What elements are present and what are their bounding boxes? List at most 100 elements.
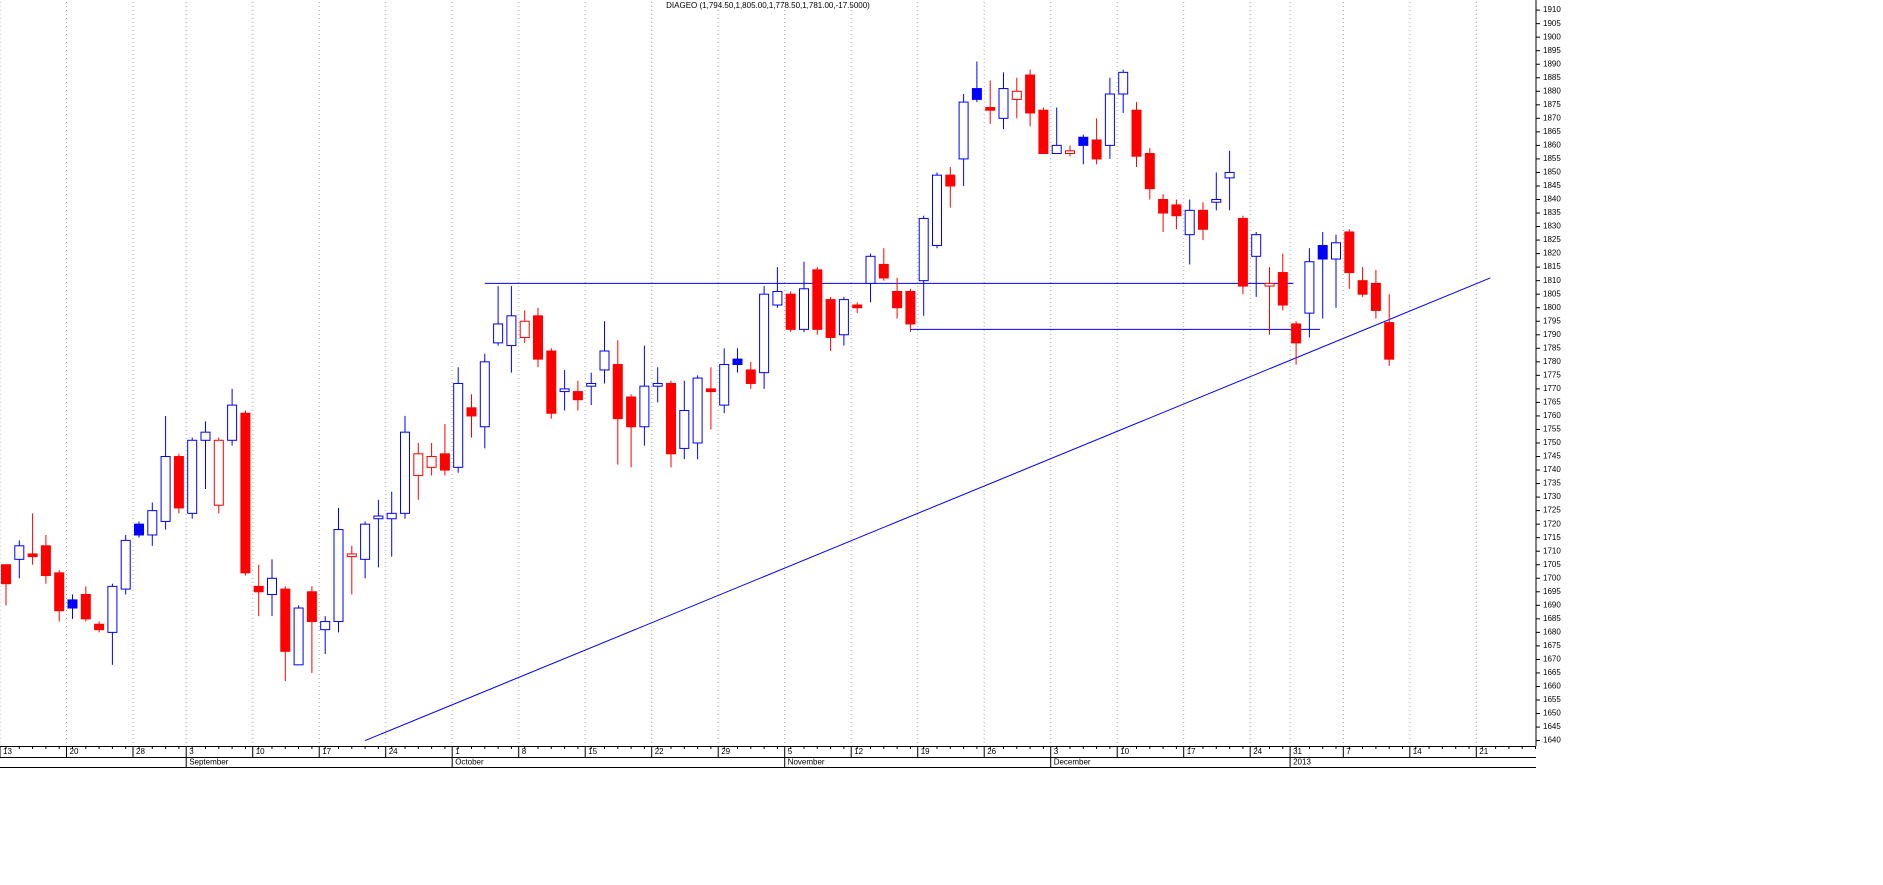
candle-body <box>878 263 889 279</box>
candle-body <box>1131 109 1142 157</box>
y-tick-label: 1700 <box>1543 573 1561 582</box>
candle-body <box>772 290 783 306</box>
month-label: November <box>788 758 825 767</box>
candle-body <box>572 391 583 401</box>
candle-body <box>546 350 557 414</box>
candle-body <box>1025 74 1036 114</box>
y-tick-label: 1710 <box>1543 546 1561 555</box>
y-tick-label: 1825 <box>1543 235 1561 244</box>
y-tick-label: 1905 <box>1543 19 1561 28</box>
candle-body <box>253 585 264 593</box>
x-tick-label: 10 <box>256 747 265 756</box>
x-tick-label: 7 <box>1346 747 1351 756</box>
candle-body <box>267 577 277 595</box>
y-tick-label: 1860 <box>1543 140 1561 149</box>
candle-body <box>1331 242 1341 260</box>
month-label: December <box>1054 758 1091 767</box>
candle-body <box>213 439 224 506</box>
candle-body <box>1144 153 1155 190</box>
candle-body <box>932 174 942 246</box>
candle-body <box>1344 231 1355 274</box>
y-tick-label: 1665 <box>1543 668 1561 677</box>
candle-body <box>892 290 903 309</box>
candle-body <box>905 290 916 325</box>
y-tick-label: 1660 <box>1543 682 1561 691</box>
candle-body <box>612 364 623 420</box>
y-tick-label: 1640 <box>1543 736 1561 745</box>
x-tick-label: 24 <box>1253 747 1262 756</box>
candle-body <box>493 323 504 344</box>
candle-body <box>1384 322 1395 360</box>
x-tick-label: 26 <box>987 747 996 756</box>
y-tick-label: 1830 <box>1543 222 1561 231</box>
candle-body <box>333 529 344 623</box>
candle-body <box>838 299 849 336</box>
candle-body <box>1304 261 1315 314</box>
candle-body <box>200 431 211 441</box>
candle-body <box>812 269 823 330</box>
y-tick-label: 1885 <box>1543 73 1561 82</box>
candle-body <box>1051 144 1062 155</box>
candle-body <box>453 382 464 468</box>
y-tick-label: 1900 <box>1543 32 1561 41</box>
candle-body <box>586 382 597 387</box>
candle-body <box>971 88 982 100</box>
candle-body <box>1038 109 1049 155</box>
candle-body <box>1171 204 1182 217</box>
candle-body <box>40 545 51 577</box>
candle-body <box>985 107 996 111</box>
y-tick-label: 1775 <box>1543 370 1561 379</box>
y-tick-label: 1705 <box>1543 560 1561 569</box>
y-tick-label: 1725 <box>1543 506 1561 515</box>
candle-body <box>1291 323 1302 344</box>
chart-title: DIAGEO (1,794.50,1,805.00,1,778.50,1,781… <box>666 1 870 10</box>
x-tick-label: 3 <box>1054 747 1059 756</box>
candle-body <box>280 588 291 652</box>
candle-body <box>1091 139 1102 160</box>
candle-body <box>173 456 184 509</box>
candle-body <box>599 350 610 371</box>
candle-body <box>386 512 397 520</box>
candle-body <box>134 523 144 536</box>
candle-body <box>1118 71 1129 95</box>
candle-body <box>293 607 304 666</box>
candle-body <box>479 361 490 428</box>
candle-body <box>825 299 836 338</box>
y-tick-label: 1820 <box>1543 249 1561 258</box>
y-tick-label: 1715 <box>1543 533 1561 542</box>
trendline <box>364 277 1491 742</box>
candle-body <box>1211 198 1222 203</box>
y-tick-label: 1805 <box>1543 289 1561 298</box>
y-tick-label: 1750 <box>1543 438 1561 447</box>
candle-body <box>320 621 331 631</box>
y-tick-label: 1800 <box>1543 303 1561 312</box>
candle-body <box>945 174 956 187</box>
x-tick-label: 29 <box>721 747 730 756</box>
candle-body <box>1264 282 1275 287</box>
y-tick-label: 1895 <box>1543 46 1561 55</box>
x-tick-label: 31 <box>1293 747 1302 756</box>
y-tick-label: 1745 <box>1543 452 1561 461</box>
x-tick-label: 28 <box>136 747 145 756</box>
candle-body <box>1317 244 1328 260</box>
candle-body <box>865 255 876 284</box>
y-tick-label: 1810 <box>1543 276 1561 285</box>
x-tick-label: 19 <box>921 747 930 756</box>
y-tick-label: 1720 <box>1543 519 1561 528</box>
y-tick-label: 1735 <box>1543 479 1561 488</box>
candle-body <box>160 456 171 522</box>
x-tick-label: 10 <box>1120 747 1129 756</box>
y-tick-label: 1690 <box>1543 600 1561 609</box>
y-tick-label: 1670 <box>1543 655 1561 664</box>
y-tick-label: 1675 <box>1543 641 1561 650</box>
candle-body <box>147 510 158 536</box>
candle-body <box>360 523 371 560</box>
y-tick-label: 1760 <box>1543 411 1561 420</box>
y-tick-label: 1680 <box>1543 627 1561 636</box>
candle-body <box>719 364 730 406</box>
candle-body <box>652 382 663 387</box>
candle-body <box>306 591 317 623</box>
y-tick-label: 1765 <box>1543 398 1561 407</box>
candle-body <box>666 382 676 455</box>
